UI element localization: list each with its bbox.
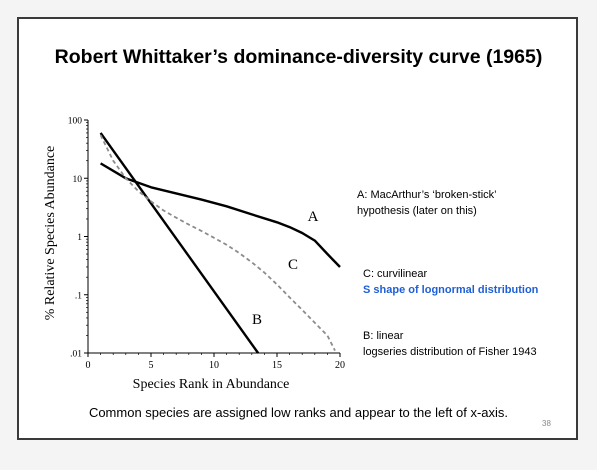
note-c-line2: S shape of lognormal distribution (363, 284, 539, 296)
y-tick-label: 10 (73, 175, 83, 185)
note-c-line1: C: curvilinear (363, 268, 428, 280)
note-b-line1: B: linear (363, 330, 404, 342)
note-b: B: linear logseries distribution of Fish… (363, 328, 537, 360)
slide-title: Robert Whittaker’s dominance-diversity c… (54, 46, 543, 68)
x-tick-label: 20 (335, 360, 345, 371)
x-tick-label: 15 (272, 360, 282, 371)
series-line-c (99, 134, 336, 352)
chart-series: A B C (99, 132, 341, 354)
note-a: A: MacArthur’s ‘broken-stick’ hypothesis… (357, 187, 497, 219)
y-tick-label: .1 (75, 291, 82, 301)
note-a-line1: A: MacArthur’s ‘broken-stick’ (357, 189, 497, 201)
x-axis-label: Species Rank in Abundance (133, 377, 290, 392)
series-line-a (99, 162, 341, 268)
series-label-c: C (288, 257, 298, 273)
y-axis-label: % Relative Species Abundance (43, 146, 58, 321)
x-tick-label: 10 (209, 360, 219, 371)
y-tick-label: 1 (77, 233, 82, 243)
series-label-a: A (308, 209, 319, 225)
series-label-b: B (252, 312, 262, 328)
note-b-line2: logseries distribution of Fisher 1943 (363, 346, 537, 358)
slide-footer: Common species are assigned low ranks an… (88, 405, 509, 420)
note-c: C: curvilinear S shape of lognormal dist… (363, 266, 538, 298)
note-a-line2: hypothesis (later on this) (357, 205, 477, 217)
chart-axes: 100 10 1 .1 .01 0 5 10 15 20 (68, 117, 345, 372)
series-line-b (99, 132, 260, 354)
y-tick-label: .01 (70, 350, 82, 360)
y-tick-label: 100 (68, 117, 83, 127)
x-tick-label: 5 (149, 360, 154, 371)
x-tick-label: 0 (86, 360, 91, 371)
slide-frame (17, 17, 578, 440)
page-number: 38 (542, 419, 551, 428)
